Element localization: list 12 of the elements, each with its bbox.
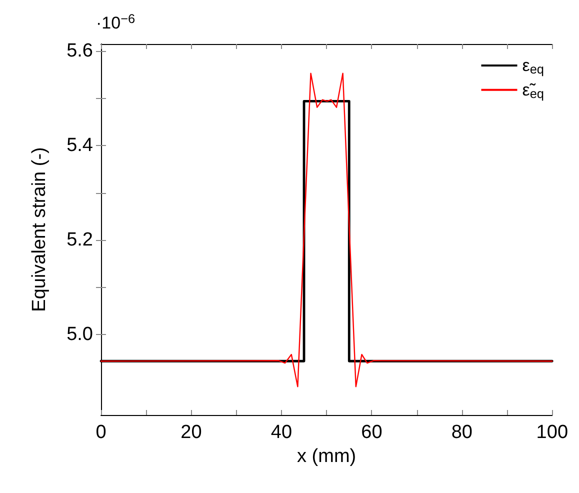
y-tick-label: 5.2 bbox=[66, 230, 93, 251]
y-tick-label: 5.6 bbox=[66, 40, 93, 62]
x-tick-label: 60 bbox=[361, 422, 382, 443]
x-tick-label: 40 bbox=[270, 422, 292, 443]
x-tick-label: 80 bbox=[451, 422, 472, 443]
x-tick-label: 0 bbox=[96, 422, 106, 443]
x-tick-label: 20 bbox=[180, 422, 202, 443]
y-tick-label: 5.4 bbox=[66, 135, 94, 156]
y-axis-title: Equivalent strain (-) bbox=[29, 147, 50, 312]
x-axis-title: x (mm) bbox=[297, 446, 356, 467]
y-tick-label: 5.0 bbox=[66, 324, 93, 346]
x-tick-label: 100 bbox=[536, 422, 568, 443]
